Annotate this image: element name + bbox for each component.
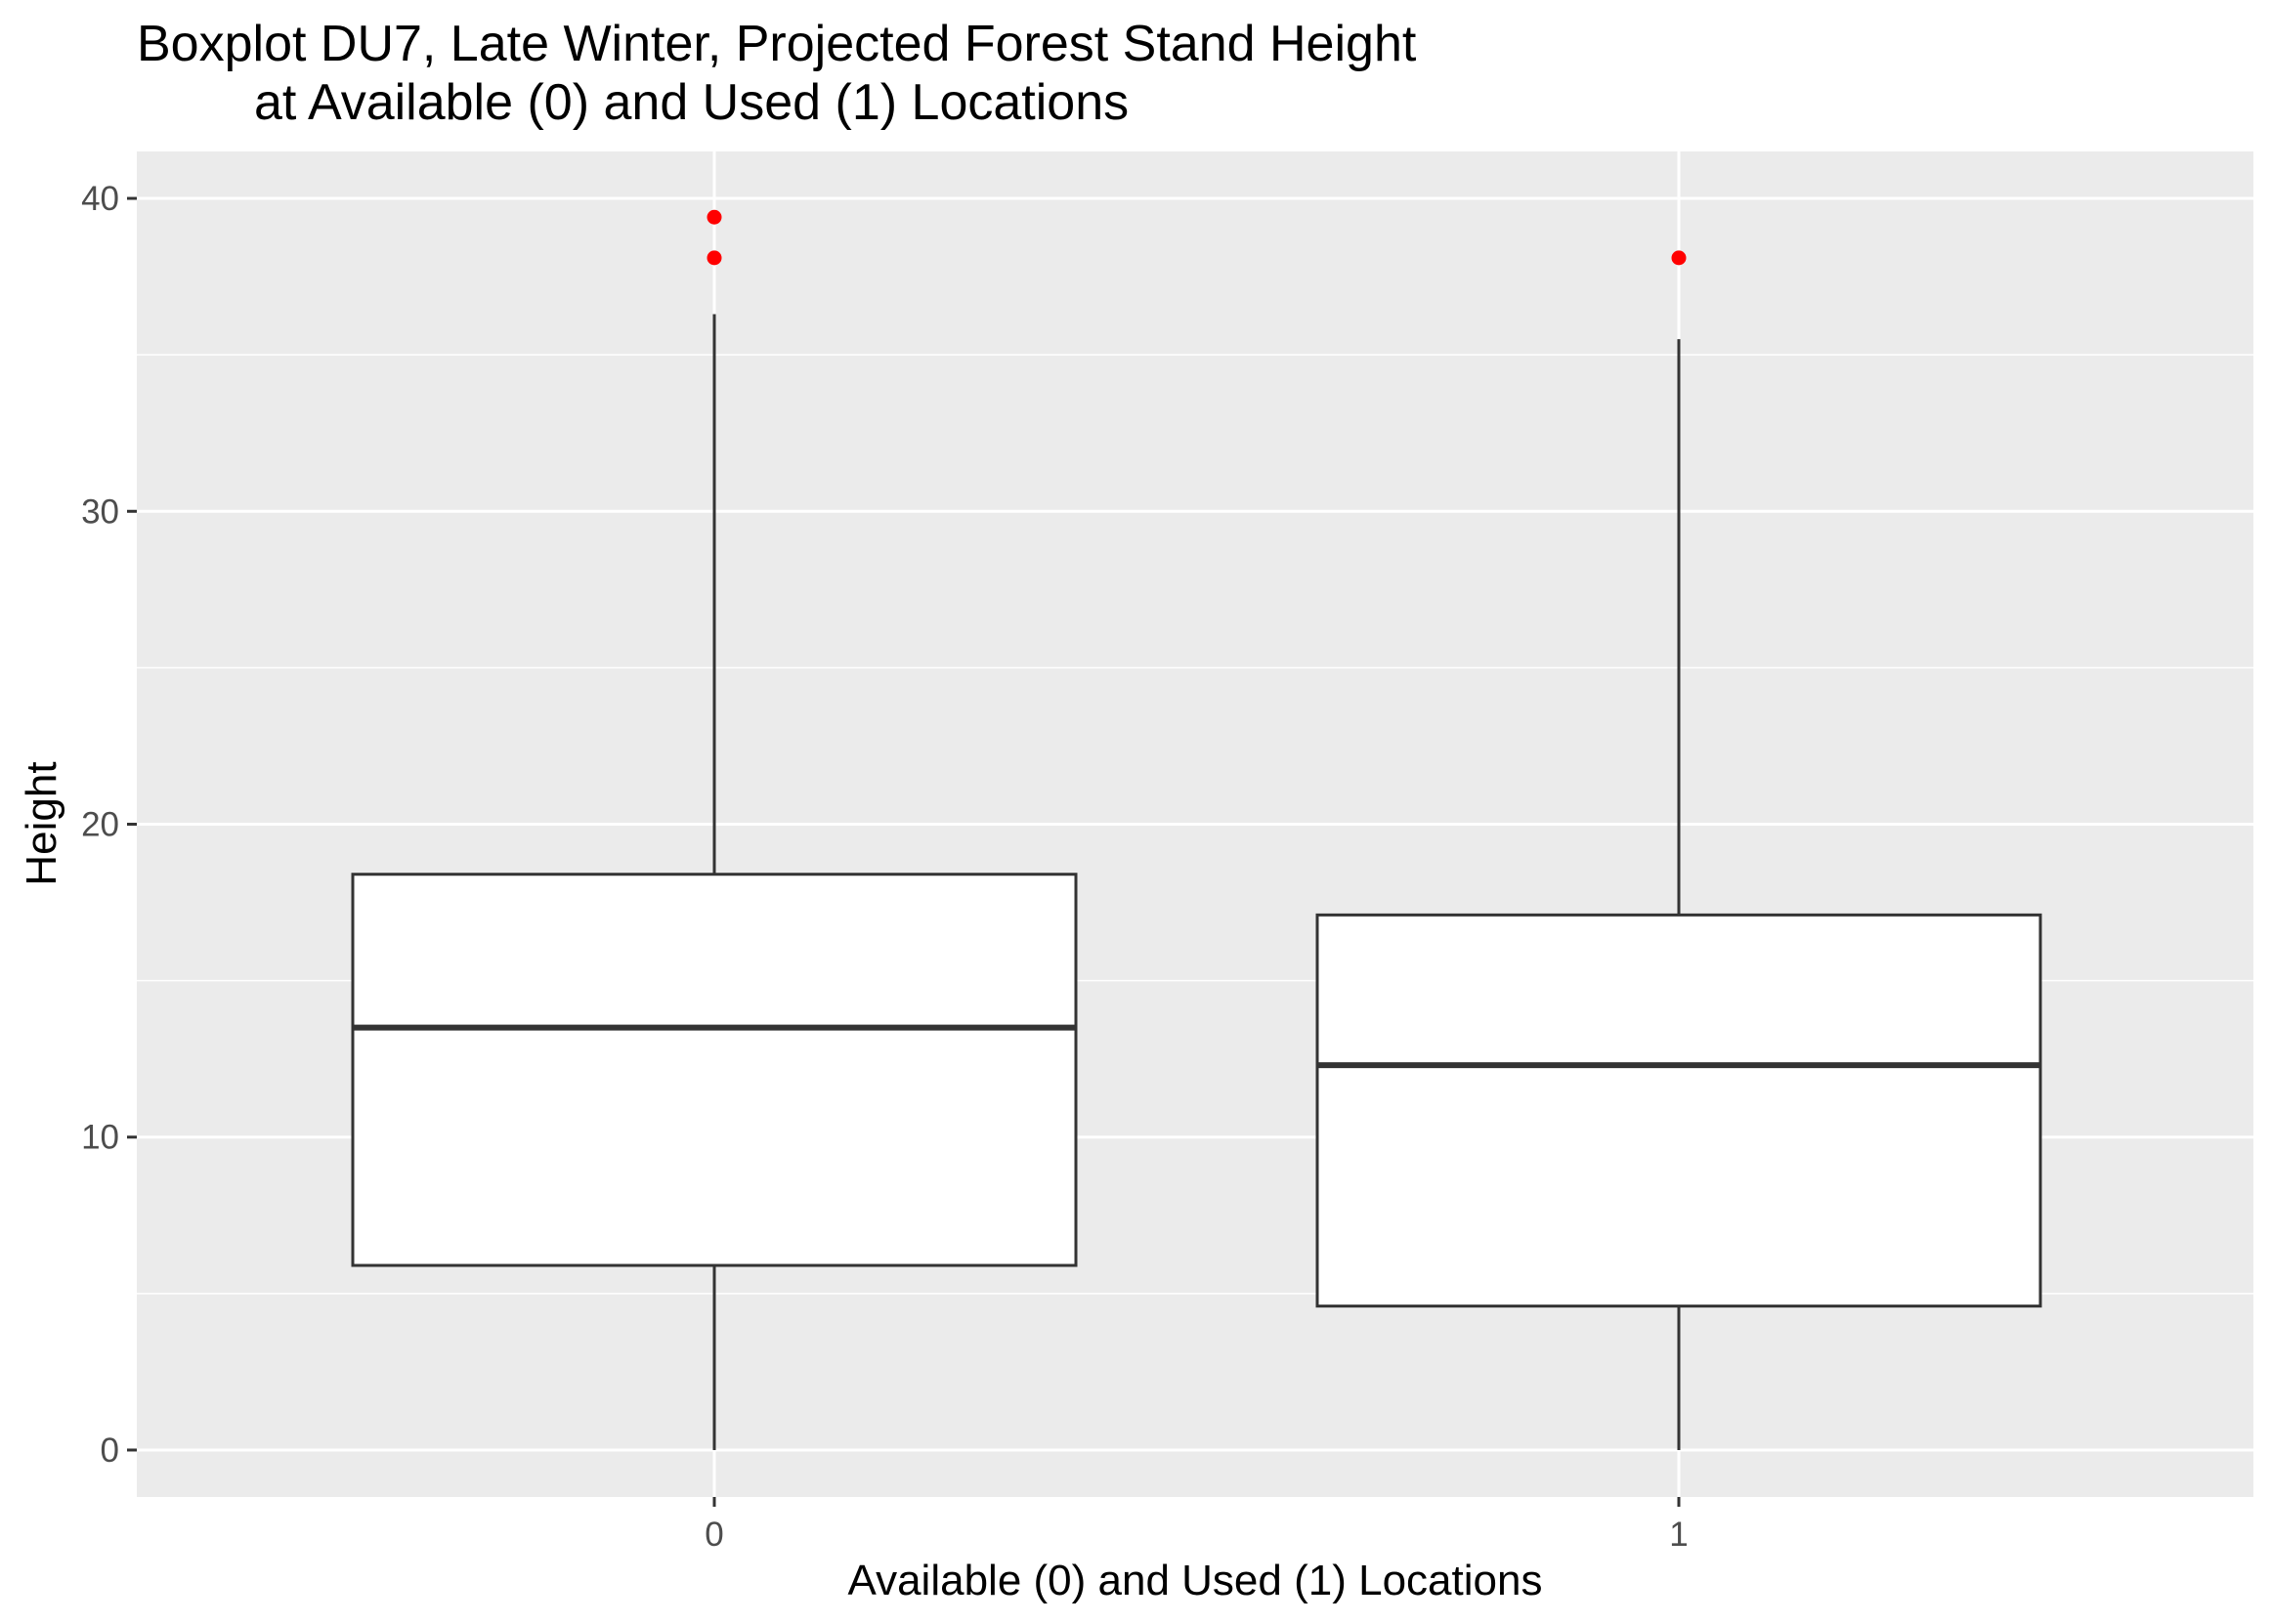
box-body	[351, 873, 1078, 1267]
outlier-point	[1671, 250, 1687, 266]
y-tick-label: 20	[81, 806, 119, 844]
y-tick-label: 0	[101, 1432, 119, 1470]
y-tick-label: 30	[81, 492, 119, 531]
x-tick-label: 1	[1669, 1516, 1688, 1554]
chart-subtitle: at Available (0) and Used (1) Locations	[254, 74, 1129, 131]
x-tick-label: 0	[705, 1516, 723, 1554]
y-tick-label: 10	[81, 1119, 119, 1157]
box-group-1	[1315, 250, 2042, 1450]
chart-title: Boxplot DU7, Late Winter, Projected Fore…	[137, 16, 1417, 72]
box-body	[1315, 913, 2042, 1308]
outlier-point	[707, 250, 722, 266]
boxes	[351, 209, 2042, 1450]
axes: 0 10 20 30 40 0 1	[81, 180, 1689, 1554]
box-group-0	[351, 209, 1078, 1450]
x-axis-title: Available (0) and Used (1) Locations	[848, 1557, 1543, 1604]
y-tick-label: 40	[81, 180, 119, 218]
y-axis-title: Height	[18, 761, 65, 885]
outlier-point	[707, 209, 722, 225]
